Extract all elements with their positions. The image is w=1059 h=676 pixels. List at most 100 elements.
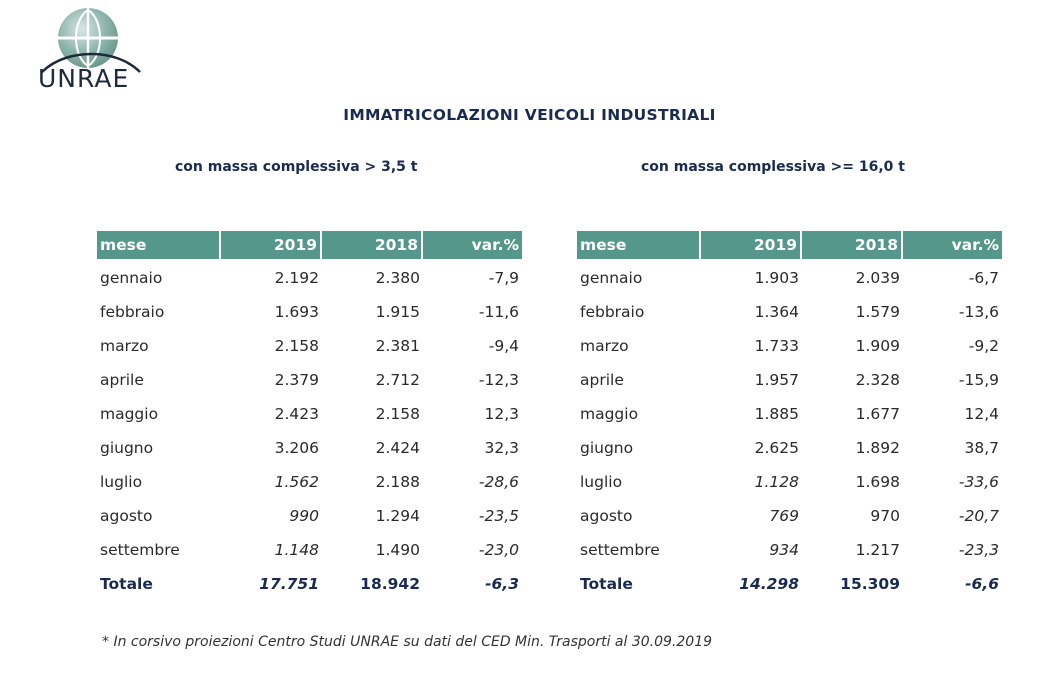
table-row: gennaio 1.903 2.039 -6,7 [577,259,1002,295]
left-table-subtitle: con massa complessiva > 3,5 t [175,159,418,175]
value-2018-cell: 2.188 [375,473,420,491]
variation-cell: -23,3 [958,541,999,559]
value-2018-cell: 2.380 [375,269,420,287]
variation-cell: 32,3 [484,439,519,457]
value-2018-cell: 2.381 [375,337,420,355]
footnote: * In corsivo proiezioni Centro Studi UNR… [102,634,713,650]
header-2019: 2019 [701,231,802,259]
total-var: -6,6 [965,575,999,593]
value-2018-cell: 1.490 [375,541,420,559]
value-2018-cell: 2.158 [375,405,420,423]
month-cell: febbraio [100,303,165,321]
variation-cell: -20,7 [958,507,999,525]
value-2019-cell: 2.379 [274,371,319,389]
value-2018-cell: 1.892 [855,439,900,457]
variation-cell: -9,4 [488,337,519,355]
value-2018-cell: 1.698 [855,473,900,491]
month-cell: aprile [580,371,624,389]
variation-cell: -15,9 [958,371,999,389]
table-row: febbraio 1.364 1.579 -13,6 [577,295,1002,329]
month-cell: luglio [100,473,143,491]
value-2018-cell: 1.294 [375,507,420,525]
table-row: aprile 2.379 2.712 -12,3 [97,363,522,397]
variation-cell: 38,7 [964,439,999,457]
month-cell: agosto [580,507,633,525]
variation-cell: 12,4 [964,405,999,423]
value-2019-cell: 1.693 [274,303,319,321]
month-cell: settembre [580,541,660,559]
total-2019: 17.751 [259,575,319,593]
value-2019-cell: 2.158 [274,337,319,355]
variation-cell: -23,5 [478,507,519,525]
header-var: var.% [903,231,1002,259]
variation-cell: -9,2 [968,337,999,355]
table-row: settembre 934 1.217 -23,3 [577,533,1002,567]
header-2019: 2019 [221,231,322,259]
table-row: maggio 1.885 1.677 12,4 [577,397,1002,431]
month-cell: maggio [100,405,159,423]
value-2018-cell: 2.712 [375,371,420,389]
month-cell: febbraio [580,303,645,321]
month-cell: gennaio [580,269,643,287]
table-row: marzo 1.733 1.909 -9,2 [577,329,1002,363]
table-row: settembre 1.148 1.490 -23,0 [97,533,522,567]
total-label: Totale [100,575,153,593]
month-cell: aprile [100,371,144,389]
variation-cell: -13,6 [958,303,999,321]
value-2019-cell: 2.625 [754,439,799,457]
value-2019-cell: 1.364 [754,303,799,321]
variation-cell: 12,3 [484,405,519,423]
right-table-body: gennaio 1.903 2.039 -6,7 febbraio 1.364 1.579 -… [577,259,1002,601]
right-registrations-table: mese 2019 2018 var.% gennaio 1.903 2.039 -6… [577,231,1002,601]
variation-cell: -11,6 [478,303,519,321]
value-2019-cell: 1.903 [754,269,799,287]
table-row: giugno 3.206 2.424 32,3 [97,431,522,465]
total-label: Totale [580,575,633,593]
header-2018: 2018 [322,231,423,259]
table-row: maggio 2.423 2.158 12,3 [97,397,522,431]
table-header-row: mese 2019 2018 var.% [577,231,1002,259]
table-row: agosto 769 970 -20,7 [577,499,1002,533]
table-row: aprile 1.957 2.328 -15,9 [577,363,1002,397]
variation-cell: -7,9 [488,269,519,287]
logo-text: UNRAE [38,64,130,93]
variation-cell: -12,3 [478,371,519,389]
value-2019-cell: 769 [769,507,799,525]
table-row: marzo 2.158 2.381 -9,4 [97,329,522,363]
header-mese: mese [97,231,221,259]
value-2019-cell: 1.957 [754,371,799,389]
value-2018-cell: 1.909 [855,337,900,355]
value-2018-cell: 2.328 [855,371,900,389]
left-registrations-table: mese 2019 2018 var.% gennaio 2.192 2.380 -7… [97,231,522,601]
table-row: giugno 2.625 1.892 38,7 [577,431,1002,465]
month-cell: settembre [100,541,180,559]
value-2019-cell: 3.206 [274,439,319,457]
value-2019-cell: 2.192 [274,269,319,287]
month-cell: gennaio [100,269,163,287]
unrae-logo: UNRAE [36,8,146,96]
table-row: luglio 1.128 1.698 -33,6 [577,465,1002,499]
value-2019-cell: 934 [769,541,799,559]
table-header-row: mese 2019 2018 var.% [97,231,522,259]
month-cell: marzo [100,337,149,355]
month-cell: marzo [580,337,629,355]
page-title: IMMATRICOLAZIONI VEICOLI INDUSTRIALI [343,106,716,124]
variation-cell: -6,7 [968,269,999,287]
value-2019-cell: 1.128 [754,473,799,491]
value-2018-cell: 1.217 [855,541,900,559]
table-row: febbraio 1.693 1.915 -11,6 [97,295,522,329]
value-2018-cell: 1.677 [855,405,900,423]
month-cell: maggio [580,405,639,423]
total-var: -6,3 [485,575,519,593]
total-row: Totale 17.751 18.942 -6,3 [97,567,522,601]
total-2018: 15.309 [840,575,900,593]
value-2018-cell: 2.424 [375,439,420,457]
value-2019-cell: 1.562 [274,473,319,491]
total-2019: 14.298 [739,575,799,593]
total-2018: 18.942 [360,575,420,593]
value-2019-cell: 1.148 [274,541,319,559]
total-row: Totale 14.298 15.309 -6,6 [577,567,1002,601]
right-table-subtitle: con massa complessiva >= 16,0 t [641,159,905,175]
month-cell: luglio [580,473,623,491]
value-2018-cell: 1.915 [375,303,420,321]
